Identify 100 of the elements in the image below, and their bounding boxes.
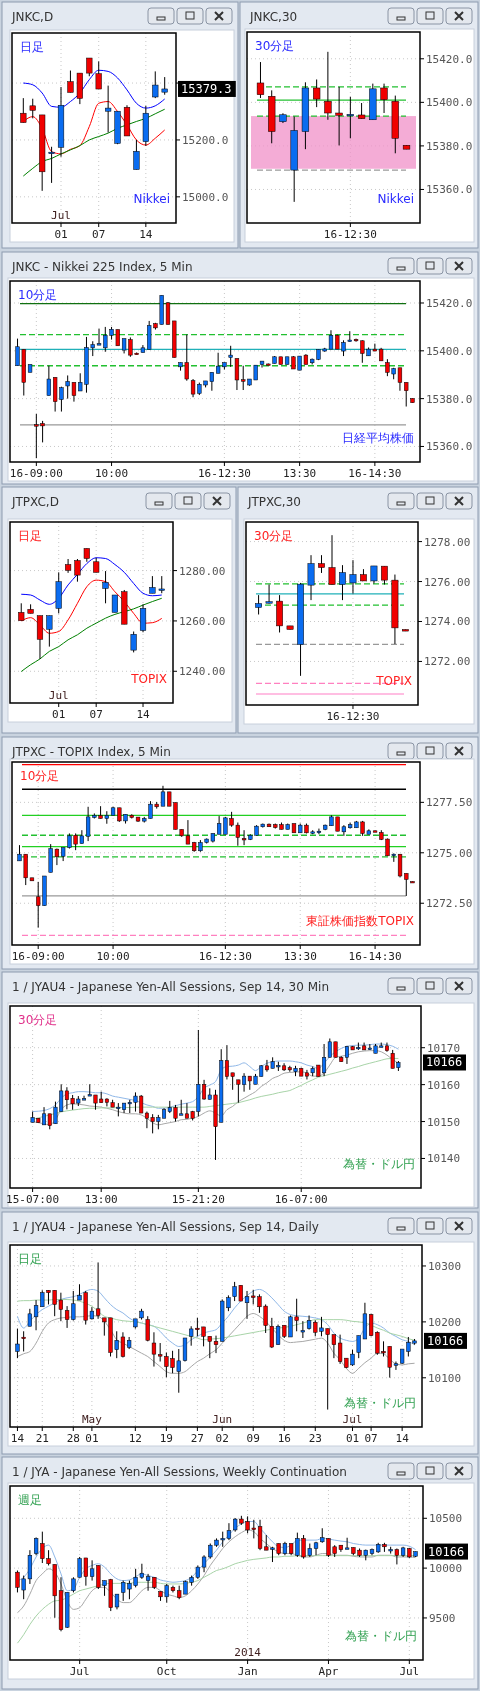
x-tick-label: 10:00 [96,950,130,963]
x-tick-label: 16-09:00 [9,467,63,480]
line-series [22,108,166,177]
x-tick-label: 13:30 [283,467,317,480]
y-tick-label: 15420.0 [426,52,473,66]
candlestick [15,1328,20,1359]
y-tick-label: 10160 [427,1078,461,1092]
chart-title: JNKC - Nikkei 225 Index, 5 Min [11,260,193,274]
candlestick [313,1541,319,1556]
candlestick [67,70,74,93]
y-tick-label: 15360.0 [426,440,473,454]
chart-title: 1 / JYA - Japanese Yen-All Sessions, Weekly Continuation [12,1465,347,1479]
x-tick-label: May 01 [81,1413,103,1445]
text: 10166 [427,1333,464,1348]
annotation: 為替・ドル円 [345,1629,417,1643]
candlestick [255,594,262,615]
x-tick-label: Jun 02 [212,1413,233,1445]
candlestick [228,345,233,368]
candlestick [324,51,332,121]
chart-title: JNKC,30 [249,10,298,24]
x-tick-label: 15-21:20 [171,1193,225,1206]
candlestick [21,1330,26,1352]
y-tick-label: 15200.0 [182,133,229,147]
annotation: Nikkei [133,192,170,206]
candlestick [335,86,343,146]
x-tick-label: 16-14:30 [348,467,402,480]
x-tick-label: 14 [139,228,153,241]
x-tick-label: 15-07:00 [6,1193,60,1206]
x-tick-label: 16-12:30 [198,950,252,963]
candlestick [36,615,44,660]
candlestick [95,60,102,90]
y-tick-label: 10500 [429,1512,463,1526]
x-tick-label: 2014 Jan [234,1646,262,1678]
y-tick-label: 1280.00 [179,564,226,578]
x-tick-label: 16-12:30 [323,228,377,241]
x-tick-label: 07 [89,708,103,721]
candlestick [96,1261,101,1320]
candlestick [346,96,354,139]
candlestick [74,558,81,583]
x-tick-label: 07 [92,228,106,241]
candlestick [105,85,112,134]
x-tick-label: Jul 01 [342,1413,363,1445]
y-tick-label: 9500 [429,1611,456,1625]
x-tick-label: 10:00 [95,467,129,480]
y-tick-label: 1240.00 [179,665,226,679]
chart-title: JTPXC,30 [247,495,301,509]
x-tick-label: 16-14:30 [348,950,402,963]
candlestick [404,381,409,408]
annotation: 30分足 [254,529,294,543]
candlestick [152,70,159,99]
y-tick-label: 10150 [427,1115,461,1129]
x-tick-label: 13:30 [283,950,317,963]
y-tick-label: 10000 [429,1562,463,1576]
x-tick-label: Oct [156,1665,177,1678]
candlestick [380,83,388,114]
y-tick-label: 15360.0 [426,183,473,197]
annotation: 10分足 [18,288,58,302]
x-tick-label: 16-12:30 [197,467,251,480]
x-tick-label: Jul [69,1665,90,1678]
x-tick-label: Jul 01 [51,209,71,241]
x-tick-label: 13:00 [84,1193,118,1206]
y-tick-label: 1278.00 [424,535,471,549]
annotation: 日足 [18,1252,42,1266]
candlestick [86,57,93,77]
y-tick-label: 1276.00 [424,575,471,589]
candlestick [133,139,140,171]
x-tick-label: 16-12:30 [326,710,380,723]
y-tick-label: 1260.00 [179,614,226,628]
annotation: 為替・ドル円 [344,1396,416,1410]
x-tick-label: 27 [190,1432,205,1445]
annotation: 30分足 [255,39,295,53]
x-tick-label: 21 [35,1432,49,1445]
text: 10166 [428,1544,465,1559]
x-tick-label: 14 [10,1432,25,1445]
candlestick [256,61,265,99]
x-tick-label: Jul [399,1665,420,1678]
y-tick-label: 10200 [428,1315,462,1329]
candlestick [328,534,336,586]
annotation: TOPIX [130,672,167,686]
annotation: 30分足 [18,1013,58,1027]
candlestick [65,558,72,574]
x-tick-label: 23 [308,1432,322,1445]
annotation: 東証株価指数TOPIX [306,914,414,928]
annotation: 為替・ドル円 [343,1157,415,1171]
y-tick-label: 10170 [427,1041,461,1055]
candlestick [46,615,53,648]
candlestick [130,631,137,653]
candlestick [381,565,388,586]
y-tick-label: 15400.0 [426,96,473,110]
candlestick [139,603,147,633]
y-tick-label: 1274.00 [424,615,471,629]
chart-title: JTPXC,D [11,495,59,509]
y-tick-label: 15380.0 [426,392,473,406]
x-tick-label: 28 [66,1432,80,1445]
chart-title: JTPXC - TOPIX Index, 5 Min [11,745,171,759]
annotation: 週足 [18,1493,42,1507]
y-tick-label: 15380.0 [426,139,473,153]
annotation: TOPIX [375,674,412,688]
candlestick [339,564,346,601]
y-tick-label: 1275.00 [426,846,473,860]
